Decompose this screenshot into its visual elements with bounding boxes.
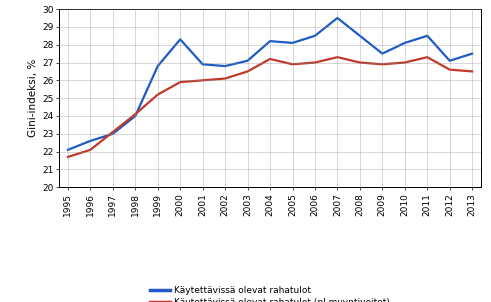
Käytettävissä olevat rahatulot (pl.myyntivoitot) bbox=[357, 61, 363, 64]
Line: Käytettävissä olevat rahatulot: Käytettävissä olevat rahatulot bbox=[68, 18, 472, 150]
Käytettävissä olevat rahatulot bbox=[177, 37, 183, 41]
Käytettävissä olevat rahatulot (pl.myyntivoitot) bbox=[177, 80, 183, 84]
Käytettävissä olevat rahatulot (pl.myyntivoitot) bbox=[312, 61, 318, 64]
Käytettävissä olevat rahatulot bbox=[222, 64, 228, 68]
Käytettävissä olevat rahatulot (pl.myyntivoitot) bbox=[424, 55, 430, 59]
Käytettävissä olevat rahatulot bbox=[200, 63, 206, 66]
Käytettävissä olevat rahatulot bbox=[110, 132, 116, 136]
Käytettävissä olevat rahatulot bbox=[155, 64, 161, 68]
Line: Käytettävissä olevat rahatulot (pl.myyntivoitot): Käytettävissä olevat rahatulot (pl.myynt… bbox=[68, 57, 472, 157]
Käytettävissä olevat rahatulot (pl.myyntivoitot) bbox=[290, 63, 296, 66]
Käytettävissä olevat rahatulot bbox=[312, 34, 318, 37]
Käytettävissä olevat rahatulot (pl.myyntivoitot) bbox=[222, 77, 228, 80]
Käytettävissä olevat rahatulot bbox=[133, 114, 138, 118]
Käytettävissä olevat rahatulot (pl.myyntivoitot) bbox=[402, 61, 408, 64]
Käytettävissä olevat rahatulot (pl.myyntivoitot) bbox=[155, 93, 161, 96]
Käytettävissä olevat rahatulot (pl.myyntivoitot) bbox=[110, 130, 116, 134]
Käytettävissä olevat rahatulot bbox=[380, 52, 385, 55]
Käytettävissä olevat rahatulot bbox=[357, 34, 363, 37]
Käytettävissä olevat rahatulot (pl.myyntivoitot) bbox=[469, 70, 475, 73]
Käytettävissä olevat rahatulot (pl.myyntivoitot) bbox=[267, 57, 273, 61]
Käytettävissä olevat rahatulot (pl.myyntivoitot) bbox=[133, 112, 138, 116]
Käytettävissä olevat rahatulot bbox=[447, 59, 453, 63]
Käytettävissä olevat rahatulot bbox=[402, 41, 408, 45]
Käytettävissä olevat rahatulot (pl.myyntivoitot) bbox=[87, 148, 93, 152]
Käytettävissä olevat rahatulot bbox=[469, 52, 475, 55]
Käytettävissä olevat rahatulot (pl.myyntivoitot) bbox=[334, 55, 340, 59]
Käytettävissä olevat rahatulot bbox=[267, 39, 273, 43]
Käytettävissä olevat rahatulot bbox=[87, 139, 93, 143]
Käytettävissä olevat rahatulot bbox=[245, 59, 250, 63]
Käytettävissä olevat rahatulot (pl.myyntivoitot) bbox=[200, 79, 206, 82]
Käytettävissä olevat rahatulot bbox=[290, 41, 296, 45]
Käytettävissä olevat rahatulot (pl.myyntivoitot) bbox=[65, 155, 71, 159]
Käytettävissä olevat rahatulot (pl.myyntivoitot) bbox=[380, 63, 385, 66]
Käytettävissä olevat rahatulot (pl.myyntivoitot) bbox=[245, 70, 250, 73]
Käytettävissä olevat rahatulot bbox=[424, 34, 430, 37]
Legend: Käytettävissä olevat rahatulot, Käytettävissä olevat rahatulot (pl.myyntivoitot): Käytettävissä olevat rahatulot, Käytettä… bbox=[148, 284, 392, 302]
Käytettävissä olevat rahatulot (pl.myyntivoitot) bbox=[447, 68, 453, 72]
Y-axis label: Gini-indeksi, %: Gini-indeksi, % bbox=[27, 59, 38, 137]
Käytettävissä olevat rahatulot bbox=[65, 148, 71, 152]
Käytettävissä olevat rahatulot bbox=[334, 16, 340, 20]
